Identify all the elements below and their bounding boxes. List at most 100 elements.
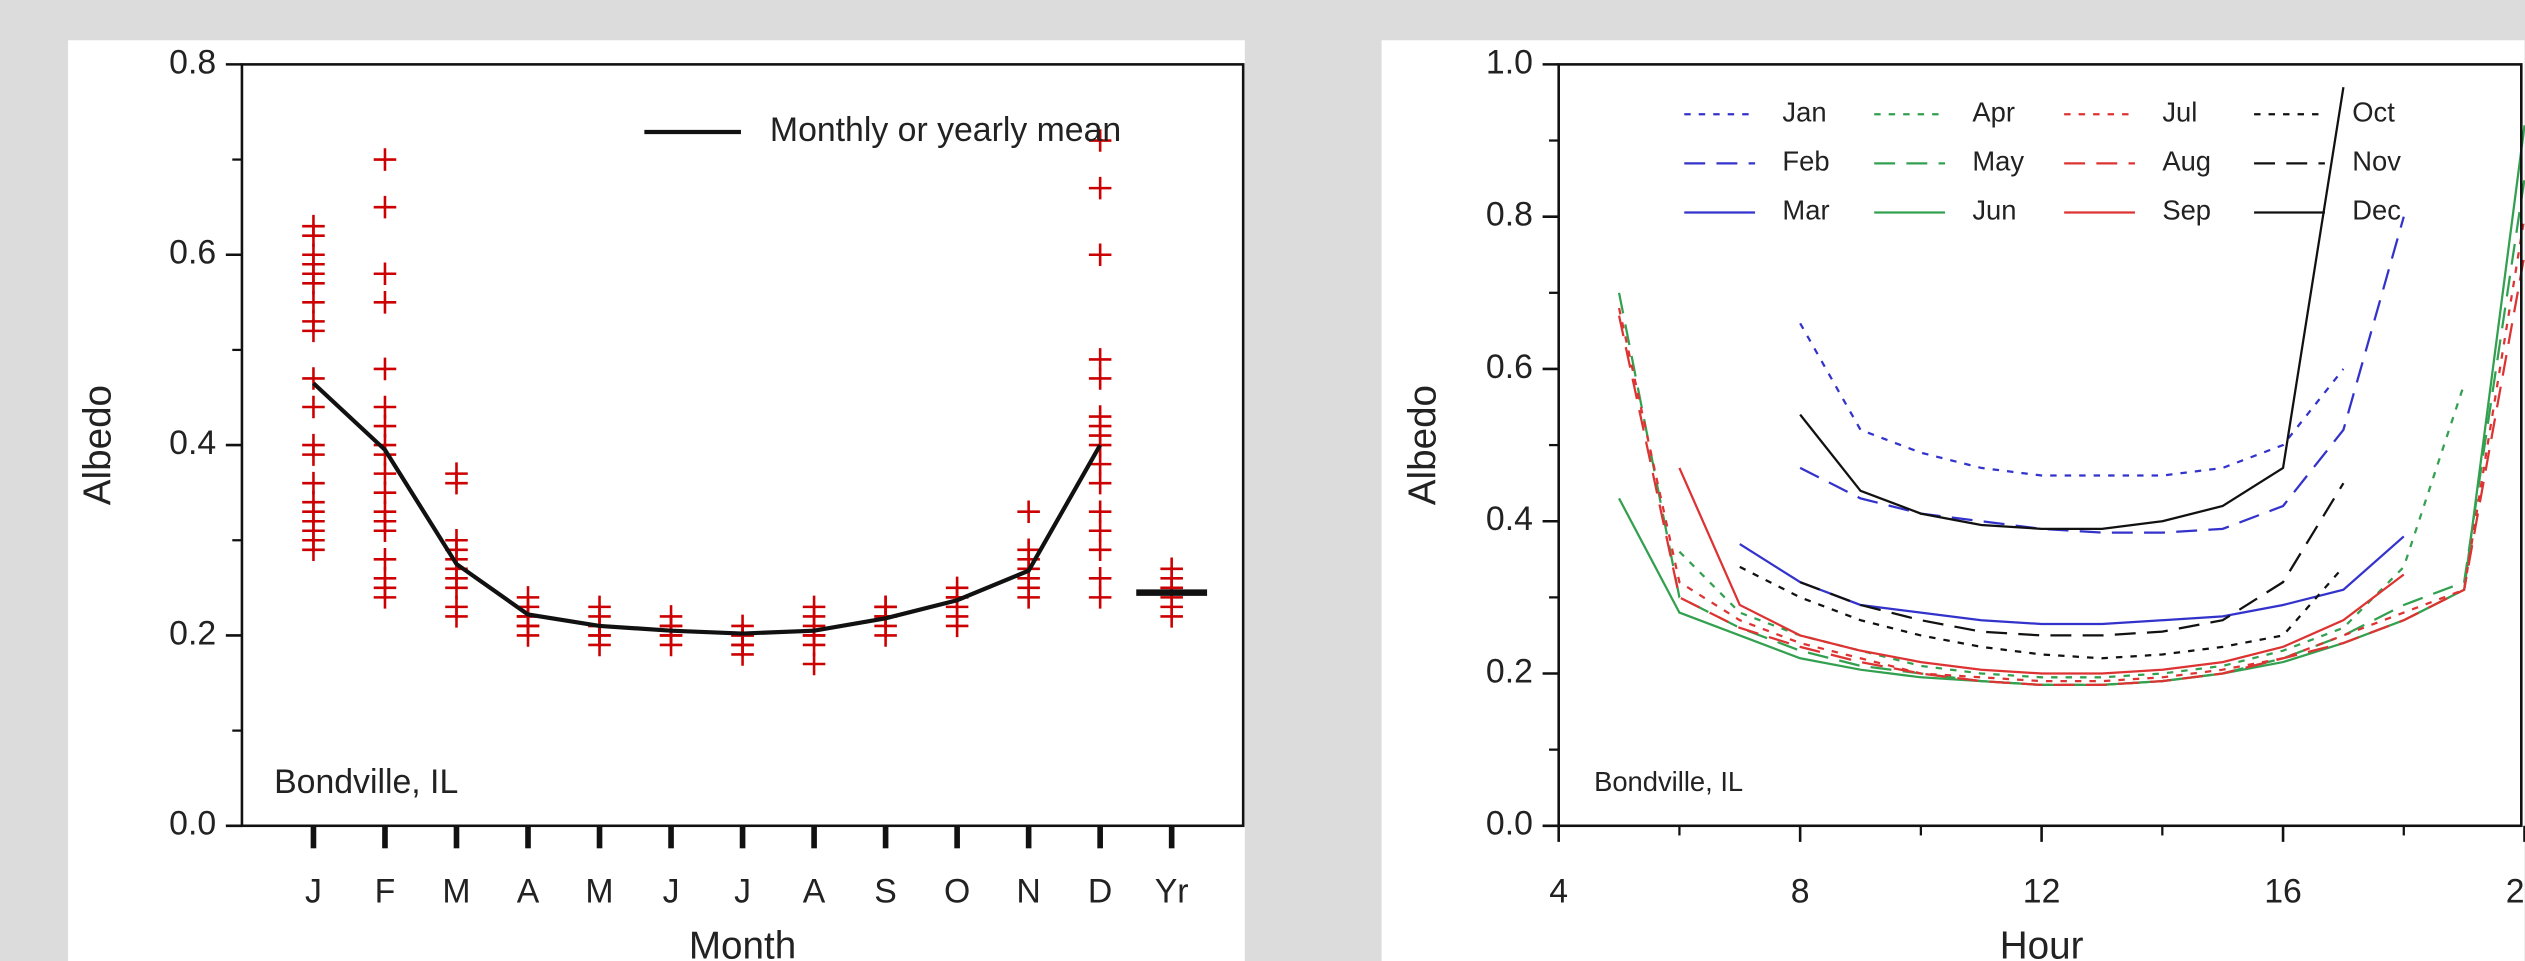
legend-label: Dec <box>2352 195 2401 226</box>
data-point <box>302 272 325 295</box>
series-line <box>1799 322 2345 477</box>
y-tick-label: 0.2 <box>1486 652 1533 690</box>
annotation: Bondville, IL <box>1594 766 1743 797</box>
mean-line <box>312 381 1102 636</box>
data-point <box>588 633 611 657</box>
x-tick-label: Yr <box>1155 872 1189 910</box>
data-point <box>302 471 325 495</box>
data-point <box>302 291 325 314</box>
data-point <box>731 643 754 666</box>
data-point <box>302 395 325 419</box>
legend-label: Aug <box>2162 146 2211 177</box>
data-point <box>1088 586 1112 609</box>
x-tick-label: M <box>585 872 613 910</box>
y-tick-label: 0.4 <box>169 424 216 462</box>
x-tick-label: F <box>375 872 396 910</box>
series-line <box>1617 216 2525 683</box>
data-point <box>1088 367 1112 390</box>
data-point <box>373 262 397 286</box>
x-tick-label: 20 <box>2506 872 2525 910</box>
series-line <box>1617 254 2525 687</box>
series-line <box>1799 216 2405 534</box>
data-point <box>1088 538 1112 562</box>
x-axis-title: Hour <box>2000 924 2084 961</box>
series-line <box>1799 482 2345 637</box>
series-line <box>1739 535 2405 626</box>
data-point <box>1088 452 1112 476</box>
data-point <box>445 471 468 495</box>
y-tick-label: 0.0 <box>1486 805 1533 843</box>
data-point <box>373 414 397 438</box>
x-tick-label: M <box>442 872 470 910</box>
legend-label: Jun <box>1972 195 2016 226</box>
data-point <box>373 395 397 419</box>
data-point <box>802 652 826 676</box>
x-axis-title: Month <box>689 924 796 961</box>
legend-label: Jan <box>1782 97 1826 128</box>
data-point <box>659 633 683 657</box>
legend-label: Sep <box>2162 195 2211 226</box>
data-point <box>1088 500 1112 523</box>
y-axis-title: Albedo <box>1401 385 1444 505</box>
data-point <box>1088 433 1112 457</box>
series-line <box>1799 87 2345 530</box>
y-tick-label: 0.4 <box>1486 500 1533 538</box>
x-tick-label: J <box>734 872 751 910</box>
data-point <box>373 519 397 543</box>
data-point <box>1088 471 1112 495</box>
x-tick-label: 4 <box>1549 872 1568 910</box>
data-point <box>302 538 325 562</box>
x-tick-label: D <box>1088 872 1112 910</box>
legend-label: Oct <box>2352 97 2395 128</box>
y-tick-label: 0.8 <box>169 43 216 81</box>
plot-frame <box>240 63 1245 828</box>
data-point <box>373 586 397 609</box>
data-point <box>373 195 397 219</box>
y-axis-title: Albedo <box>76 385 119 505</box>
x-tick-label: J <box>305 872 322 910</box>
annotation: Bondville, IL <box>274 763 458 801</box>
series-line <box>1678 467 2405 675</box>
left-panel <box>68 40 1245 961</box>
x-tick-label: A <box>803 872 826 910</box>
y-tick-label: 0.0 <box>169 805 216 843</box>
data-point <box>1017 500 1040 523</box>
x-tick-label: O <box>944 872 970 910</box>
legend-label: May <box>1972 146 2024 177</box>
y-tick-label: 0.6 <box>169 234 216 272</box>
data-point <box>874 624 897 647</box>
x-tick-label: S <box>874 872 897 910</box>
data-point <box>373 462 397 485</box>
data-point <box>1017 586 1040 609</box>
x-tick-label: 12 <box>2023 872 2061 910</box>
legend-label: Feb <box>1782 146 1829 177</box>
data-point <box>373 548 397 571</box>
data-point <box>373 148 397 171</box>
data-point <box>516 624 540 647</box>
legend-label: Mar <box>1782 195 1829 226</box>
data-point <box>302 224 325 247</box>
y-tick-label: 0.8 <box>1486 196 1533 234</box>
data-point <box>445 605 468 628</box>
legend-label: Jul <box>2162 97 2197 128</box>
data-point <box>1160 605 1183 628</box>
data-point <box>445 576 468 600</box>
data-point <box>802 633 826 657</box>
legend-label: Monthly or yearly mean <box>770 111 1121 149</box>
data-point <box>1088 567 1112 590</box>
y-tick-label: 0.2 <box>169 614 216 652</box>
data-point <box>1088 348 1112 371</box>
data-point <box>945 614 969 638</box>
x-tick-label: J <box>663 872 680 910</box>
x-tick-label: 16 <box>2264 872 2302 910</box>
data-point <box>302 319 325 343</box>
y-tick-label: 1.0 <box>1486 43 1533 81</box>
legend-label: Apr <box>1972 97 2015 128</box>
right-panel <box>1381 40 2525 961</box>
data-point <box>1088 519 1112 543</box>
x-tick-label: N <box>1016 872 1040 910</box>
x-tick-label: A <box>517 872 540 910</box>
data-point <box>1088 243 1112 267</box>
data-point <box>1088 176 1112 200</box>
